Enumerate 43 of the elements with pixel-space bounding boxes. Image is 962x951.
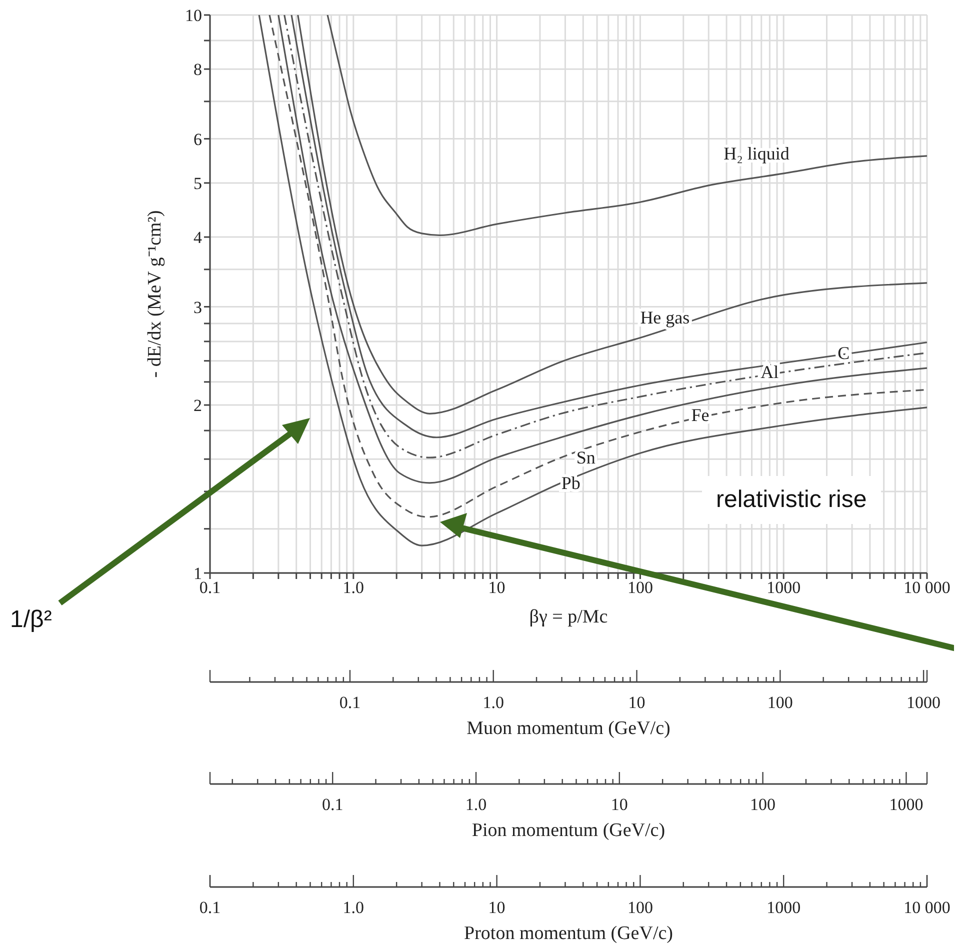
text: 1/β² [10,606,52,634]
x-axis-title: βγ = p/Mc [529,606,608,628]
x-tick-label: 10 [488,578,506,598]
text: 1.0 [482,693,504,712]
x-tick-label: 0.1 [199,578,221,598]
text: 1000 [766,898,801,917]
series-label: H₂ liquid [724,143,790,164]
text: 100 [627,898,653,917]
text: 0.1 [339,693,361,712]
text: 1000 [889,795,924,814]
x-tick-label: 1000 [766,578,801,598]
y-tick-label: 8 [194,60,202,80]
y-tick-label: 2 [194,396,202,416]
series-label: He gas [640,308,690,328]
series-label: Fe [691,404,710,425]
x-tick-label: 1.0 [342,578,364,598]
series-label: Al [760,362,779,382]
text: 10 000 [904,898,950,917]
text: 100 [767,693,793,712]
text: 100 [750,795,776,814]
text: 1.0 [465,795,487,814]
text: 10 [488,898,506,917]
text: 1.0 [342,898,364,917]
y-tick-label: 10 [185,6,202,26]
x-tick-label: 100 [627,578,653,598]
text: 10 [628,693,646,712]
text: 0.1 [199,898,221,917]
y-tick-label: 5 [194,174,202,194]
series-label: Sn [576,448,596,468]
y-tick-label: 6 [194,130,202,149]
y-tick-label: 4 [194,228,202,248]
y-tick-label: 1 [194,564,202,584]
text: 1000 [906,693,941,712]
text: Muon momentum (GeV/c) [466,718,670,739]
text: Proton momentum (GeV/c) [464,923,673,944]
text: 0.1 [322,795,344,814]
annotation: relativistic rise [702,476,881,524]
text: Pion momentum (GeV/c) [472,820,666,841]
y-tick-label: 3 [194,298,202,317]
y-axis-title: - dE/dx (MeV g⁻¹cm²) [144,210,166,378]
series-label: Pb [561,472,580,493]
text: 10 [610,795,628,814]
x-tick-label: 10 000 [904,578,950,598]
